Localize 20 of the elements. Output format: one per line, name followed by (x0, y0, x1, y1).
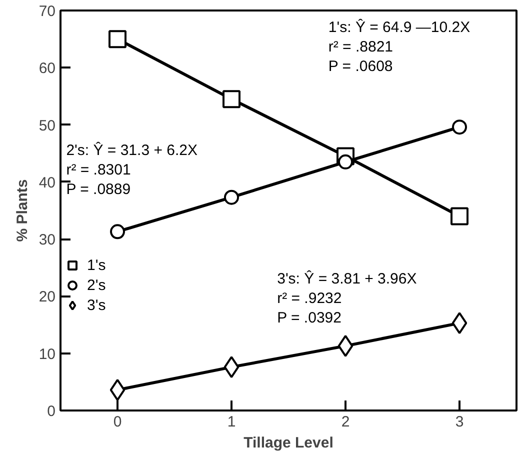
legend-label: 2's (87, 276, 107, 294)
y-tick-label: 60 (38, 60, 56, 78)
y-tick-label: 40 (38, 174, 56, 192)
annotation: 3's: Ŷ = 3.81 + 3.96X r² = .9232 P = .0392 (277, 270, 417, 327)
y-tick-label: 50 (38, 117, 56, 134)
y-tick-label: 10 (38, 346, 56, 363)
annotation: 1's: Ŷ = 64.9 —10.2X r² = .8821 P = .0608 (328, 18, 470, 76)
y-tick-label: 30 (38, 232, 56, 249)
y-tick-label: 70 (38, 3, 56, 20)
y-tick-label: 20 (38, 288, 56, 306)
x-axis-title: Tillage Level (244, 434, 334, 452)
legend-label: 3's (87, 296, 107, 314)
legend-label: 1's (87, 256, 107, 274)
annotation: 2's: Ŷ = 31.3 + 6.2X r² = .8301 P = .0889 (66, 140, 198, 198)
x-tick-label: 2 (341, 414, 350, 430)
x-tick-label: 1 (227, 414, 236, 430)
x-tick-label: 3 (455, 414, 464, 430)
x-tick-label: 0 (113, 414, 122, 430)
y-tick-label: 0 (47, 403, 56, 420)
y-axis-title: % Plants (14, 179, 31, 242)
